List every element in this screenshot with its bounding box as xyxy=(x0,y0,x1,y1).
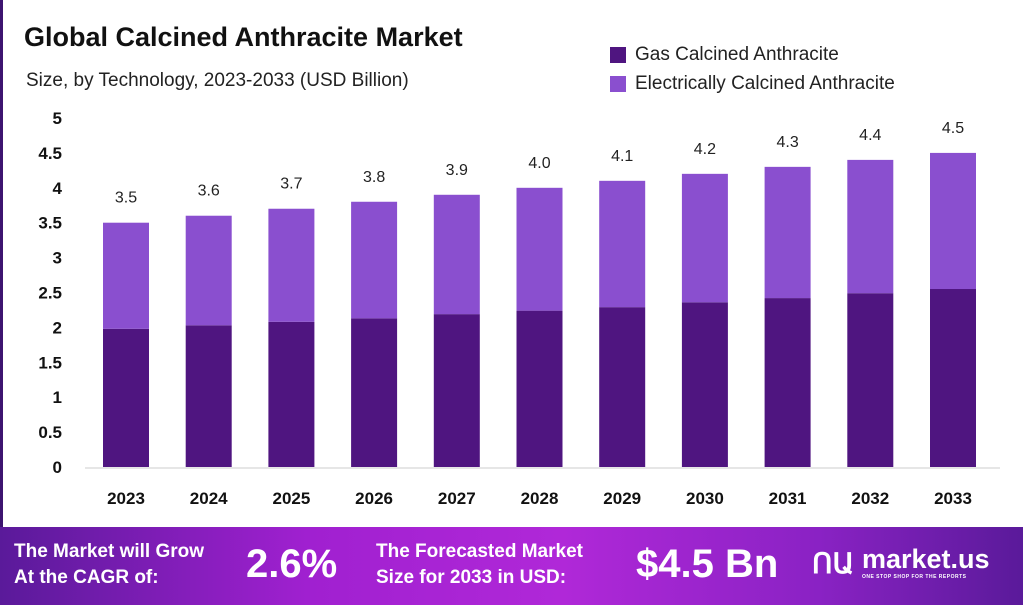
data-label-2025: 3.7 xyxy=(280,176,302,193)
cagr-value: 2.6% xyxy=(246,542,338,586)
logo-tagline: ONE STOP SHOP FOR THE REPORTS xyxy=(861,574,967,580)
forecast-label: The Forecasted Market Size for 2033 in US… xyxy=(376,539,583,591)
forecast-label-line1: The Forecasted Market xyxy=(376,541,583,562)
bar-electric-2030 xyxy=(681,173,728,303)
bar-electric-2032 xyxy=(847,159,894,294)
x-tick-label: 2026 xyxy=(355,489,393,508)
logo-mark-icon: ՈԱ xyxy=(812,547,854,579)
bar-gas-2032 xyxy=(847,293,894,467)
left-border xyxy=(0,0,3,527)
x-tick-label: 2028 xyxy=(521,489,559,508)
bar-electric-2033 xyxy=(930,152,976,290)
x-tick-label: 2031 xyxy=(769,489,807,508)
data-label-2031: 4.3 xyxy=(776,134,798,151)
legend-label-electric: Electrically Calcined Anthracite xyxy=(635,72,895,94)
logo-name: market.us xyxy=(861,544,990,574)
forecast-label-line2: Size for 2033 in USD: xyxy=(376,567,567,588)
chart-title: Global Calcined Anthracite Market xyxy=(24,22,463,52)
y-tick-label: 4 xyxy=(53,179,63,198)
x-tick-label: 2033 xyxy=(934,489,972,508)
cagr-label-line1: The Market will Grow xyxy=(14,541,205,562)
bar-electric-2025 xyxy=(268,208,315,322)
x-tick-label: 2025 xyxy=(272,489,310,508)
data-label-2033: 4.5 xyxy=(942,120,964,137)
legend-swatch-gas xyxy=(610,46,626,63)
y-tick-label: 0.5 xyxy=(38,423,62,442)
legend-item-electric: Electrically Calcined Anthracite xyxy=(610,69,895,98)
x-tick-label: 2029 xyxy=(603,489,641,508)
bar-gas-2033 xyxy=(930,289,976,467)
y-tick-label: 3.5 xyxy=(38,214,62,233)
y-tick-label: 3 xyxy=(53,249,62,268)
bar-electric-2031 xyxy=(764,166,811,299)
cagr-label: The Market will Grow At the CAGR of: xyxy=(14,539,204,591)
y-tick-label: 0 xyxy=(53,458,62,477)
summary-banner: The Market will Grow At the CAGR of: 2.6%… xyxy=(0,527,1023,605)
x-tick-label: 2030 xyxy=(686,489,724,508)
bar-electric-2023 xyxy=(103,222,149,329)
y-tick-label: 4.5 xyxy=(38,144,62,163)
data-label-2028: 4.0 xyxy=(528,155,550,172)
legend: Gas Calcined Anthracite Electrically Cal… xyxy=(610,40,895,98)
market-us-logo: ՈԱ market.us ONE STOP SHOP FOR THE REPORT… xyxy=(812,545,990,581)
legend-swatch-electric xyxy=(610,75,626,92)
legend-label-gas: Gas Calcined Anthracite xyxy=(635,43,839,65)
bar-electric-2024 xyxy=(185,215,232,326)
data-label-2024: 3.6 xyxy=(198,183,220,200)
bar-gas-2024 xyxy=(185,325,232,467)
x-tick-label: 2032 xyxy=(851,489,889,508)
bar-electric-2027 xyxy=(433,194,480,315)
bar-electric-2026 xyxy=(351,201,398,319)
bar-electric-2029 xyxy=(599,180,646,308)
y-tick-label: 2 xyxy=(53,318,62,337)
x-tick-label: 2027 xyxy=(438,489,476,508)
bar-gas-2031 xyxy=(764,298,811,467)
bar-gas-2023 xyxy=(103,328,149,467)
data-label-2029: 4.1 xyxy=(611,148,633,165)
bar-gas-2029 xyxy=(599,307,646,467)
chart-subtitle: Size, by Technology, 2023-2033 (USD Bill… xyxy=(26,70,409,91)
bar-electric-2028 xyxy=(516,187,563,311)
legend-item-gas: Gas Calcined Anthracite xyxy=(610,40,895,69)
data-label-2030: 4.2 xyxy=(694,141,716,158)
x-tick-label: 2024 xyxy=(190,489,228,508)
y-tick-label: 1.5 xyxy=(38,353,62,372)
bar-gas-2030 xyxy=(681,302,728,467)
y-tick-label: 5 xyxy=(53,109,62,128)
bar-gas-2026 xyxy=(351,318,398,467)
forecast-value: $4.5 Bn xyxy=(636,542,779,586)
bar-gas-2027 xyxy=(433,314,480,467)
data-label-2026: 3.8 xyxy=(363,169,385,186)
data-label-2032: 4.4 xyxy=(859,127,881,144)
data-label-2027: 3.9 xyxy=(446,162,468,179)
bar-gas-2025 xyxy=(268,321,315,467)
y-tick-label: 2.5 xyxy=(38,284,62,303)
bar-gas-2028 xyxy=(516,310,563,467)
cagr-label-line2: At the CAGR of: xyxy=(14,567,159,588)
bar-chart: 0 0.5 1 1.5 2 2.5 3 3.5 4 4.5 5 3.5 2023 3.6 2024 3.7 20… xyxy=(38,109,1000,508)
data-label-2023: 3.5 xyxy=(115,190,137,207)
y-tick-label: 1 xyxy=(53,388,62,407)
x-tick-label: 2023 xyxy=(107,489,145,508)
